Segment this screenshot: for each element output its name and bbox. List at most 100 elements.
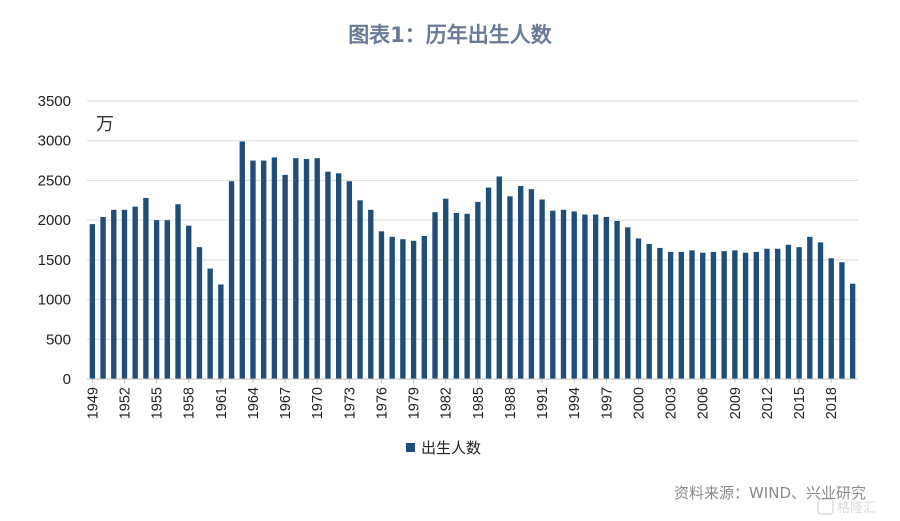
bar bbox=[196, 247, 203, 379]
x-tick-label: 1967 bbox=[278, 387, 294, 419]
bar bbox=[667, 251, 674, 379]
bar bbox=[239, 141, 245, 379]
bar bbox=[742, 252, 749, 379]
bar bbox=[849, 283, 856, 379]
x-tick-label: 1988 bbox=[503, 387, 519, 419]
watermark-text: 格隆汇 bbox=[837, 500, 876, 516]
x-tick-label: 1949 bbox=[85, 387, 101, 419]
bar bbox=[528, 189, 535, 379]
bar bbox=[164, 220, 170, 379]
y-tick-label: 500 bbox=[46, 331, 71, 348]
bar bbox=[314, 158, 320, 379]
y-tick-label: 1000 bbox=[38, 292, 71, 309]
x-tick-label: 2015 bbox=[792, 387, 808, 419]
legend-swatch bbox=[406, 443, 415, 452]
bar bbox=[400, 239, 406, 379]
x-tick-label: 1961 bbox=[214, 387, 230, 419]
bar bbox=[453, 212, 460, 379]
bar bbox=[121, 209, 128, 379]
bar bbox=[389, 236, 395, 379]
bar bbox=[592, 214, 599, 379]
bar bbox=[335, 173, 342, 379]
x-tick-label: 1997 bbox=[599, 387, 615, 419]
bar bbox=[186, 225, 192, 379]
x-tick-label: 1991 bbox=[535, 387, 551, 419]
bar bbox=[282, 174, 288, 379]
bar bbox=[603, 216, 610, 379]
bar bbox=[357, 200, 363, 379]
bar bbox=[485, 187, 492, 379]
bar bbox=[303, 158, 310, 379]
bar bbox=[775, 248, 781, 379]
y-axis-ticks: 0 500 1000 1500 2000 2500 3000 3500 bbox=[38, 93, 71, 388]
bar bbox=[560, 209, 567, 379]
bar bbox=[475, 201, 481, 379]
bar bbox=[271, 157, 278, 379]
bar bbox=[261, 160, 267, 379]
x-tick-label: 1958 bbox=[182, 387, 198, 419]
y-tick-label: 3500 bbox=[38, 93, 71, 110]
bar bbox=[250, 160, 256, 379]
x-tick-label: 2006 bbox=[696, 387, 712, 419]
bar bbox=[153, 220, 160, 379]
bar bbox=[378, 231, 385, 379]
bar bbox=[507, 196, 513, 379]
bar bbox=[807, 236, 813, 379]
legend: 出生人数 bbox=[406, 439, 481, 457]
bar bbox=[143, 197, 149, 379]
bar bbox=[646, 243, 652, 379]
bar bbox=[89, 224, 96, 379]
bar bbox=[796, 247, 802, 379]
bar bbox=[635, 238, 642, 379]
bar bbox=[817, 242, 824, 379]
bar bbox=[228, 181, 235, 379]
bar bbox=[346, 181, 353, 379]
gridlines bbox=[87, 100, 858, 340]
y-tick-label: 0 bbox=[63, 371, 71, 388]
watermark: 格隆汇 bbox=[817, 498, 876, 516]
bars bbox=[89, 141, 856, 379]
y-tick-label: 2500 bbox=[38, 172, 71, 189]
bar bbox=[421, 236, 427, 379]
y-tick-label: 3000 bbox=[38, 133, 71, 150]
x-tick-label: 1955 bbox=[150, 387, 166, 419]
bar bbox=[111, 209, 117, 379]
bar bbox=[828, 258, 834, 379]
x-tick-label: 1985 bbox=[471, 387, 487, 419]
bar bbox=[175, 204, 181, 379]
y-tick-label: 2000 bbox=[38, 212, 71, 229]
x-tick-label: 1979 bbox=[407, 387, 423, 419]
x-tick-label: 1952 bbox=[117, 387, 133, 419]
x-tick-label: 1976 bbox=[374, 387, 390, 419]
bar bbox=[207, 268, 213, 379]
bar bbox=[614, 220, 620, 379]
bar bbox=[689, 250, 695, 379]
bar bbox=[732, 250, 738, 379]
bar bbox=[625, 227, 631, 379]
bar bbox=[710, 251, 717, 379]
y-tick-label: 1500 bbox=[38, 252, 71, 269]
bar bbox=[432, 212, 438, 379]
x-axis-ticks: 1949 1952 1955 1958 1961 1964 1967 1970 1973 1976… bbox=[85, 379, 840, 419]
x-tick-label: 2003 bbox=[664, 387, 680, 419]
x-tick-label: 1994 bbox=[567, 387, 583, 419]
source-note: 资料来源：WIND、兴业研究 bbox=[674, 484, 866, 502]
x-tick-label: 1970 bbox=[310, 387, 326, 419]
unit-label: 万 bbox=[96, 114, 114, 135]
chart-title: 图表1：历年出生人数 bbox=[348, 23, 553, 47]
bar bbox=[700, 252, 706, 379]
x-tick-label: 2009 bbox=[728, 387, 744, 419]
bar bbox=[496, 176, 502, 379]
bar bbox=[839, 262, 845, 379]
bar bbox=[678, 251, 684, 379]
bar bbox=[753, 251, 759, 379]
bar bbox=[132, 206, 138, 379]
bar bbox=[539, 199, 545, 379]
bar bbox=[518, 185, 524, 379]
x-tick-label: 1973 bbox=[342, 387, 358, 419]
bar bbox=[443, 198, 449, 379]
x-tick-label: 2012 bbox=[760, 387, 776, 419]
bar bbox=[571, 211, 577, 379]
bar bbox=[721, 251, 727, 379]
